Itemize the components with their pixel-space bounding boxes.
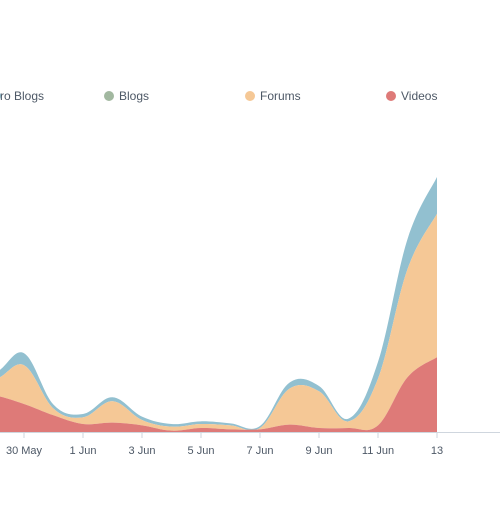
legend-marker-forums: [245, 91, 255, 101]
legend-marker-micro-blogs: [0, 93, 1, 99]
x-tick-label: 7 Jun: [247, 445, 274, 457]
x-tick-label: 5 Jun: [188, 445, 215, 457]
legend-marker-blogs: [104, 91, 114, 101]
x-tick-label: 13: [431, 445, 443, 457]
legend-label-forums[interactable]: Forums: [260, 89, 301, 103]
area-videos[interactable]: [0, 357, 437, 432]
x-tick-label: 30 May: [6, 445, 43, 457]
legend-label-micro-blogs[interactable]: ro Blogs: [0, 89, 44, 103]
legend-marker-videos: [386, 91, 396, 101]
legend: ro Blogs Blogs Forums Videos: [0, 89, 437, 103]
x-tick-label: 1 Jun: [70, 445, 97, 457]
area-series-group: [0, 176, 437, 432]
x-tick-label: 3 Jun: [129, 445, 156, 457]
area-micro-blogs[interactable]: [0, 176, 437, 431]
x-tick-label: 9 Jun: [306, 445, 333, 457]
x-tick-label: 11 Jun: [362, 445, 394, 457]
area-forums[interactable]: [0, 213, 437, 431]
legend-label-videos[interactable]: Videos: [401, 89, 437, 103]
x-axis-ticks: 30 May 1 Jun 3 Jun 5 Jun 7 Jun 9 Jun 11 Jun 13: [6, 432, 443, 457]
legend-label-blogs[interactable]: Blogs: [119, 89, 149, 103]
